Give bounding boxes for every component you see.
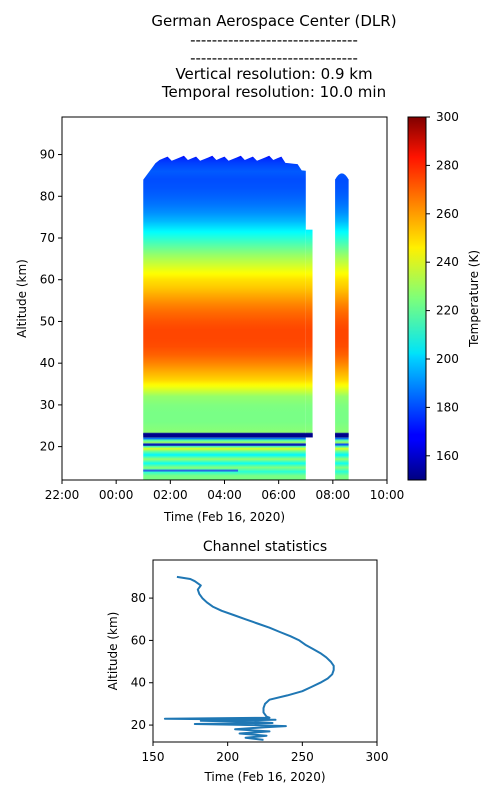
colorbar-gradient xyxy=(407,116,427,481)
x-axis-label: Time (Feb 16, 2020) xyxy=(163,510,285,524)
x-tick-label: 200 xyxy=(216,750,239,764)
y-tick-label: 20 xyxy=(40,440,55,454)
x-tick-label: 250 xyxy=(291,750,314,764)
colorbar-tick-label: 300 xyxy=(436,110,459,124)
y-tick-label: 40 xyxy=(40,356,55,370)
y-tick-label: 70 xyxy=(40,231,55,245)
y-tick-label: 80 xyxy=(40,189,55,203)
y-tick-label: 20 xyxy=(131,718,146,732)
channel-statistics-plot: Channel statistics 150 200 250 300 20 40 60 80 Ti… xyxy=(106,539,388,784)
colorbar: 160 180 200 220 240 260 280 300 Temperature (K) xyxy=(407,110,481,481)
x-tick-label: 02:00 xyxy=(153,488,188,502)
x-tick-label: 150 xyxy=(142,750,165,764)
vertical-resolution-label: Vertical resolution: 0.9 km xyxy=(175,65,373,83)
x-tick-label: 04:00 xyxy=(207,488,242,502)
y-axis-label: Altitude (km) xyxy=(15,259,29,338)
x-tick-label: 22:00 xyxy=(45,488,80,502)
y-tick-label: 30 xyxy=(40,398,55,412)
colorbar-tick-label: 260 xyxy=(436,207,459,221)
y-tick-label: 40 xyxy=(131,676,146,690)
colorbar-tick-label: 200 xyxy=(436,352,459,366)
x-tick-label: 10:00 xyxy=(370,488,405,502)
heatmap-segment xyxy=(143,155,306,481)
line-axes-frame xyxy=(152,559,378,743)
tropopause-band xyxy=(143,433,313,438)
y-tick-label: 60 xyxy=(40,273,55,287)
colorbar-tick-label: 240 xyxy=(436,255,459,269)
colorbar-tick-label: 160 xyxy=(436,449,459,463)
heatmap-segment xyxy=(305,229,313,435)
temperature-profile-line xyxy=(163,575,335,741)
x-tick-label: 00:00 xyxy=(99,488,134,502)
colorbar-tick-label: 280 xyxy=(436,158,459,172)
y-tick-label: 80 xyxy=(131,591,146,605)
colorbar-tick-label: 220 xyxy=(436,304,459,318)
line-chart-title: Channel statistics xyxy=(203,539,327,555)
heatmap-plot: 22:00 00:00 02:00 04:00 06:00 08:00 10:00 20 30 4… xyxy=(15,116,405,524)
colorbar-tick-label: 180 xyxy=(436,400,459,414)
title-separator: ------------------------------- xyxy=(190,49,358,67)
y-axis-label: Altitude (km) xyxy=(106,612,120,691)
title-separator: ------------------------------- xyxy=(190,31,358,49)
low-temperature-band xyxy=(143,469,239,472)
temporal-resolution-label: Temporal resolution: 10.0 min xyxy=(161,83,387,101)
x-axis-label: Time (Feb 16, 2020) xyxy=(203,770,325,784)
y-tick-label: 60 xyxy=(131,633,146,647)
colorbar-label: Temperature (K) xyxy=(467,250,481,348)
tropopause-band xyxy=(335,433,349,438)
y-tick-label: 90 xyxy=(40,148,55,162)
low-temperature-band xyxy=(143,443,306,446)
x-tick-label: 08:00 xyxy=(316,488,351,502)
x-tick-label: 06:00 xyxy=(261,488,296,502)
x-tick-label: 300 xyxy=(366,750,389,764)
y-tick-label: 50 xyxy=(40,314,55,328)
heatmap-segment xyxy=(335,173,349,481)
chart-title: German Aerospace Center (DLR) xyxy=(151,12,397,30)
